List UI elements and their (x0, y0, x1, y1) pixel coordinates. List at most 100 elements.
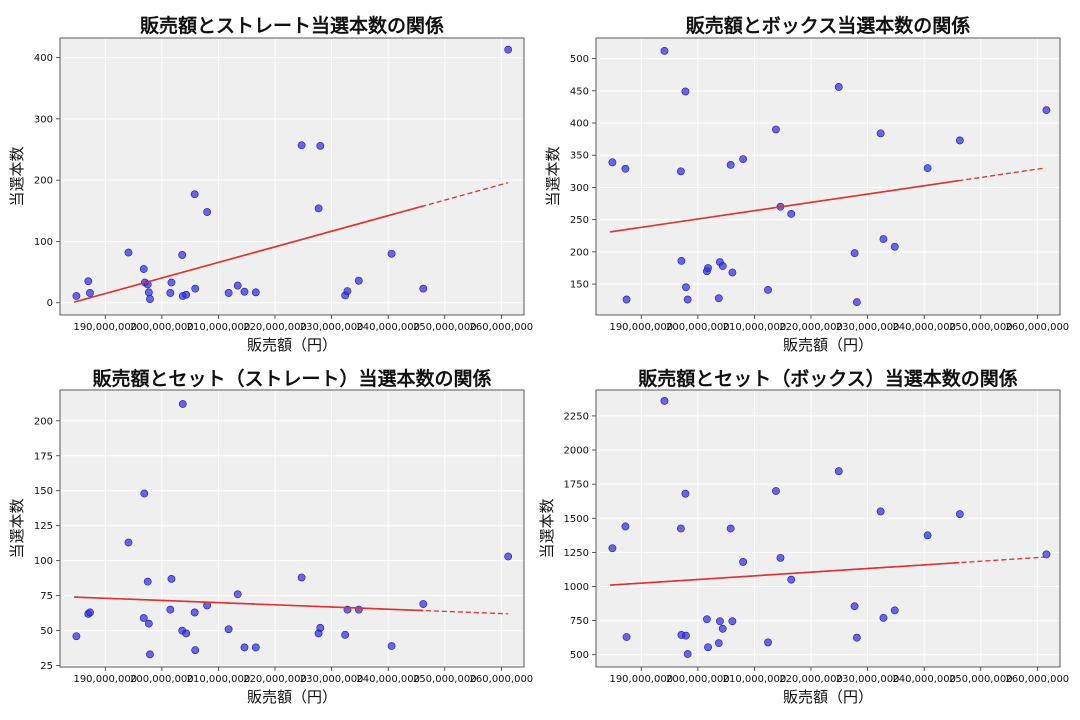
y-tick-label: 75 (40, 591, 53, 602)
data-point (681, 489, 690, 498)
x-tick-label: 230,000,000 (836, 674, 900, 685)
data-point (682, 283, 690, 292)
data-point (166, 289, 175, 297)
data-point (787, 575, 796, 584)
data-point (166, 605, 175, 614)
data-point (660, 46, 669, 55)
data-point (726, 161, 735, 169)
plot-area (60, 390, 524, 667)
x-tick-label: 260,000,000 (1006, 674, 1070, 685)
y-tick-label: 400 (570, 119, 589, 130)
y-axis-label: 当選本数 (8, 146, 26, 206)
data-point (240, 287, 249, 296)
x-axis-label: 販売額（円） (783, 336, 873, 354)
data-point (191, 646, 200, 655)
data-point (86, 608, 94, 617)
y-tick-label: 400 (34, 53, 53, 64)
chart-panel-1: 190,000,000200,000,000210,000,000220,000… (8, 14, 533, 354)
trend-line-solid (610, 561, 960, 586)
data-point (190, 190, 199, 199)
data-point (233, 281, 242, 290)
chart-panel-2: 190,000,000200,000,000210,000,000220,000… (544, 14, 1069, 354)
data-point (387, 249, 396, 258)
x-tick-label: 200,000,000 (666, 322, 730, 333)
trend-line-solid (73, 205, 424, 303)
data-point (504, 552, 513, 561)
y-tick-label: 450 (570, 86, 589, 97)
data-point (182, 629, 191, 638)
data-point (726, 524, 735, 533)
y-tick-label: 1250 (564, 548, 589, 559)
data-point (182, 290, 191, 299)
data-point (852, 298, 861, 307)
x-tick-label: 190,000,000 (609, 674, 673, 685)
data-point (124, 538, 133, 547)
data-point (621, 522, 630, 531)
data-point (834, 467, 843, 476)
y-tick-label: 100 (34, 237, 53, 248)
y-tick-label: 0 (47, 298, 53, 309)
x-tick-label: 240,000,000 (356, 322, 420, 333)
data-point (739, 155, 748, 164)
data-point (419, 600, 428, 608)
data-point (86, 289, 94, 297)
data-point (764, 638, 772, 647)
x-axis-label: 販売額（円） (247, 688, 337, 706)
y-tick-label: 25 (40, 661, 53, 672)
data-point (716, 617, 724, 626)
data-point (144, 288, 153, 297)
data-point (764, 285, 772, 294)
data-point (146, 650, 154, 659)
data-point (704, 643, 712, 652)
data-point (718, 624, 727, 633)
data-point (314, 204, 323, 213)
x-tick-label: 200,000,000 (130, 322, 194, 333)
x-tick-label: 260,000,000 (1006, 322, 1070, 333)
data-point (341, 630, 350, 639)
data-point (139, 614, 148, 622)
data-point (167, 574, 176, 583)
x-tick-label: 230,000,000 (300, 674, 364, 685)
chart-title: 販売額とセット（ボックス）当選本数の関係 (638, 367, 1017, 390)
y-tick-label: 500 (570, 650, 589, 661)
y-tick-label: 100 (34, 556, 53, 567)
y-tick-label: 350 (570, 151, 589, 162)
data-point (144, 619, 153, 628)
x-tick-label: 190,000,000 (73, 674, 137, 685)
x-tick-label: 230,000,000 (836, 322, 900, 333)
x-axis-label: 販売額（円） (247, 336, 337, 354)
x-tick-label: 210,000,000 (723, 322, 787, 333)
y-tick-label: 1000 (564, 582, 589, 593)
data-point (504, 45, 513, 54)
data-point (143, 577, 152, 586)
y-axis-label: 当選本数 (544, 146, 562, 206)
data-point (343, 287, 352, 295)
x-tick-label: 210,000,000 (723, 674, 787, 685)
data-point (714, 294, 723, 303)
trend-line-solid (74, 596, 424, 612)
x-tick-label: 220,000,000 (779, 674, 843, 685)
y-tick-label: 50 (40, 626, 53, 637)
plot-area (596, 38, 1060, 315)
chart-panel-4: 190,000,000200,000,000210,000,000220,000… (538, 367, 1069, 706)
data-point (852, 633, 861, 642)
data-point (124, 248, 133, 257)
chart-panel-3: 190,000,000200,000,000210,000,000220,000… (8, 367, 533, 706)
data-point (676, 524, 685, 533)
plot-frame (595, 37, 1061, 316)
y-tick-label: 2000 (564, 446, 589, 457)
data-point (923, 531, 932, 540)
data-point (850, 602, 859, 611)
trend-line-solid (610, 179, 960, 233)
data-point (683, 295, 692, 304)
data-point (728, 268, 737, 277)
data-point (681, 87, 690, 96)
data-point (660, 397, 669, 405)
data-point (714, 639, 723, 648)
data-point (84, 277, 93, 286)
x-tick-label: 260,000,000 (470, 322, 534, 333)
x-tick-label: 250,000,000 (949, 674, 1013, 685)
data-point (1042, 106, 1051, 115)
y-tick-label: 500 (570, 54, 589, 65)
y-tick-label: 300 (570, 183, 589, 194)
